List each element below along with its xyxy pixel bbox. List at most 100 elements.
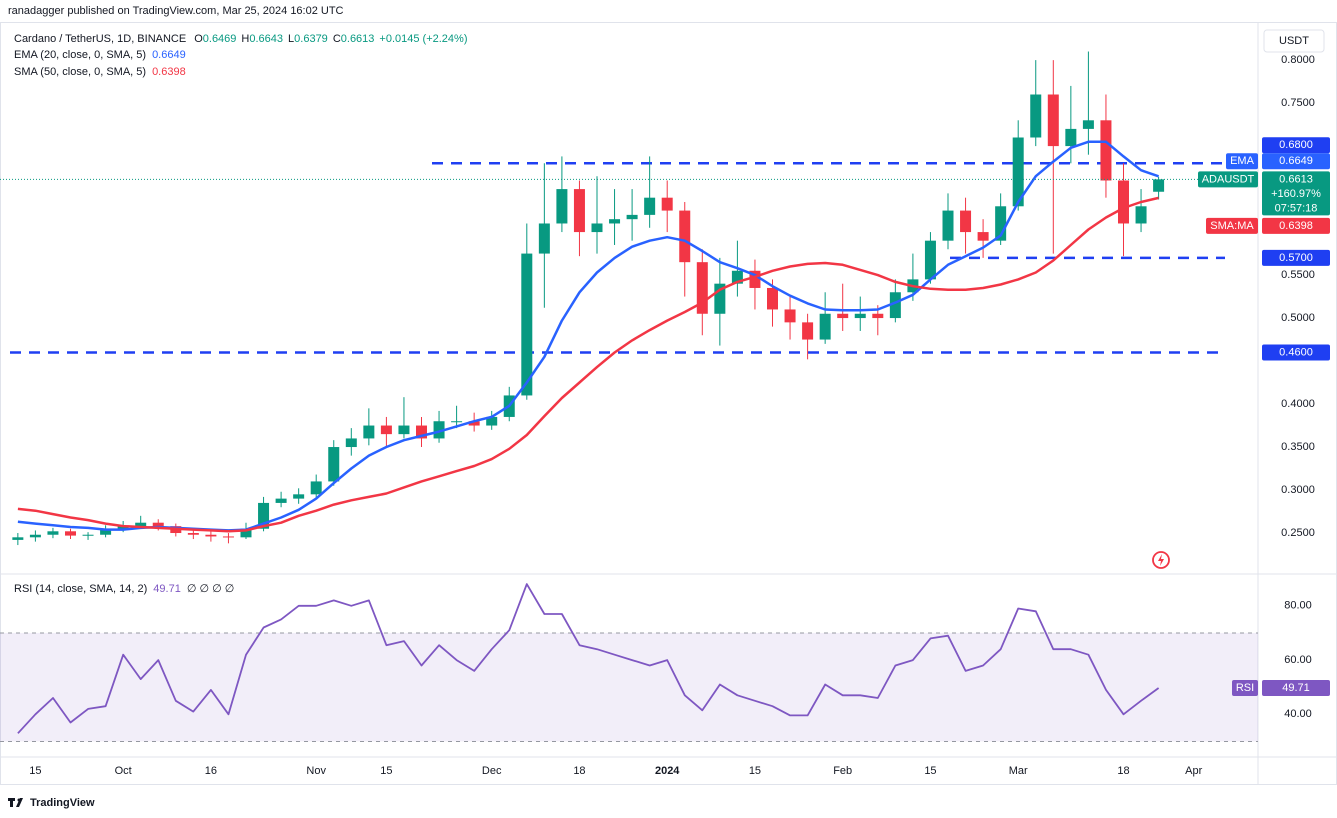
- legend-part: SMA (50, close, 0, SMA, 5): [14, 66, 146, 78]
- sma-tag: 0.6398: [1279, 220, 1313, 232]
- header: ranadagger published on TradingView.com,…: [8, 5, 344, 17]
- x-tick-label: 15: [749, 765, 761, 777]
- indicator-line: [17, 196, 1159, 533]
- candle-body: [609, 219, 621, 224]
- candle-body: [187, 533, 199, 535]
- currency[interactable]: USDT: [1279, 35, 1309, 47]
- candle-body: [924, 240, 936, 280]
- symbol-tag-bg: [1198, 171, 1258, 188]
- candle-body: [310, 481, 322, 495]
- candle-body: [1030, 94, 1042, 138]
- candle-body: [889, 292, 901, 319]
- alert-icon[interactable]: [1152, 551, 1170, 569]
- rsi-tag-bg: [1262, 679, 1330, 696]
- candle-body: [416, 425, 427, 439]
- candle-body: [661, 197, 673, 211]
- candle-body: [468, 421, 480, 426]
- legend-part: 0.6379: [294, 33, 328, 45]
- currency-button[interactable]: [1263, 29, 1325, 53]
- x-tick-label: Dec: [482, 765, 502, 777]
- y-tick-label: 0.3000: [1281, 484, 1315, 496]
- candle-body: [328, 447, 340, 482]
- x-tick-label: 18: [573, 765, 585, 777]
- rsi-tick-label: 80.00: [1284, 600, 1312, 612]
- y-tick-label: 0.7500: [1281, 97, 1315, 109]
- x-tick-label: 2024: [655, 765, 680, 777]
- candle-body: [696, 262, 708, 314]
- rsi-tag: 49.71: [1282, 682, 1310, 694]
- candle-body: [837, 313, 849, 319]
- legend-part: 0.6469: [203, 33, 237, 45]
- rsi-band: [0, 632, 1258, 742]
- level-tag-bg: [1262, 344, 1330, 361]
- candle-body: [451, 421, 463, 423]
- legend-part: 49.71: [153, 583, 181, 595]
- level-tag-bg: [1262, 137, 1330, 154]
- legend-part: 0.6643: [249, 33, 283, 45]
- candle-body: [380, 425, 392, 435]
- y-tick-label: 0.5000: [1281, 312, 1315, 324]
- legend-part: 0.6649: [152, 49, 186, 61]
- candle-body: [82, 534, 94, 536]
- legend-part: ∅ ∅ ∅ ∅: [187, 583, 235, 595]
- candle-body: [784, 309, 796, 323]
- level-tag-bg: [1262, 249, 1330, 266]
- ema-tag-bg: [1262, 153, 1330, 170]
- legend-part: 0.6398: [152, 66, 186, 78]
- candle-body: [1100, 120, 1112, 181]
- candle-body: [731, 270, 743, 284]
- candle-body: [240, 528, 252, 538]
- x-tick-label: Feb: [833, 765, 852, 777]
- legend-part: Cardano / TetherUS, 1D, BINANCE: [14, 33, 186, 45]
- level-tag: 0.5700: [1279, 252, 1313, 264]
- candle-body: [152, 522, 164, 527]
- legend-part: C: [333, 33, 341, 45]
- legend-part: EMA (20, close, 0, SMA, 5): [14, 49, 146, 61]
- candle-body: [1047, 94, 1059, 147]
- candle-body: [293, 494, 305, 499]
- rsi-line: [17, 583, 1160, 734]
- candle-body: [65, 531, 76, 536]
- candle-body: [1118, 180, 1129, 224]
- footer-logo: [8, 798, 23, 807]
- candle-body: [960, 210, 972, 233]
- x-tick-label: 15: [29, 765, 41, 777]
- candle-body: [819, 313, 831, 340]
- candle-body: [942, 210, 954, 241]
- legend-part: +0.0145 (+2.24%): [379, 33, 467, 45]
- ema-name-tag-bg: [1226, 153, 1258, 170]
- candle-body: [749, 270, 761, 288]
- legend-part: L: [288, 33, 294, 45]
- candle-body: [275, 498, 287, 503]
- legend-rsi: RSI (14, close, SMA, 14, 2) 49.71 ∅ ∅ ∅ ∅: [14, 583, 234, 595]
- alert-bolt[interactable]: [1158, 554, 1164, 566]
- alert-circle[interactable]: [1152, 551, 1170, 569]
- candle-body: [258, 502, 270, 529]
- candle-body: [363, 425, 375, 439]
- candle-body: [995, 206, 1007, 241]
- candle-body: [1135, 206, 1147, 224]
- candle-body: [29, 534, 41, 538]
- candle-body: [345, 438, 357, 448]
- candle-body: [205, 534, 217, 537]
- legend-part: H: [241, 33, 249, 45]
- candle-body: [591, 223, 603, 233]
- legend-part: RSI (14, close, SMA, 14, 2): [14, 583, 147, 595]
- y-tick-label: 0.5500: [1281, 269, 1315, 281]
- candle-body: [100, 528, 112, 535]
- legend-part: 0.6613: [341, 33, 375, 45]
- sma-tag-bg: [1262, 217, 1330, 234]
- sma-name-tag-bg: [1206, 217, 1258, 234]
- x-tick-label: Nov: [306, 765, 326, 777]
- x-tick-label: 18: [1117, 765, 1129, 777]
- candle-body: [117, 526, 129, 529]
- logo-dot: [17, 798, 21, 802]
- rsi-name-tag-bg: [1232, 679, 1258, 696]
- x-tick-label: Oct: [115, 765, 132, 777]
- candle-body: [398, 425, 410, 435]
- y-tick-label: 0.2500: [1281, 527, 1315, 539]
- price-change-tag: +160.97%: [1271, 188, 1321, 200]
- candle-body: [872, 313, 884, 319]
